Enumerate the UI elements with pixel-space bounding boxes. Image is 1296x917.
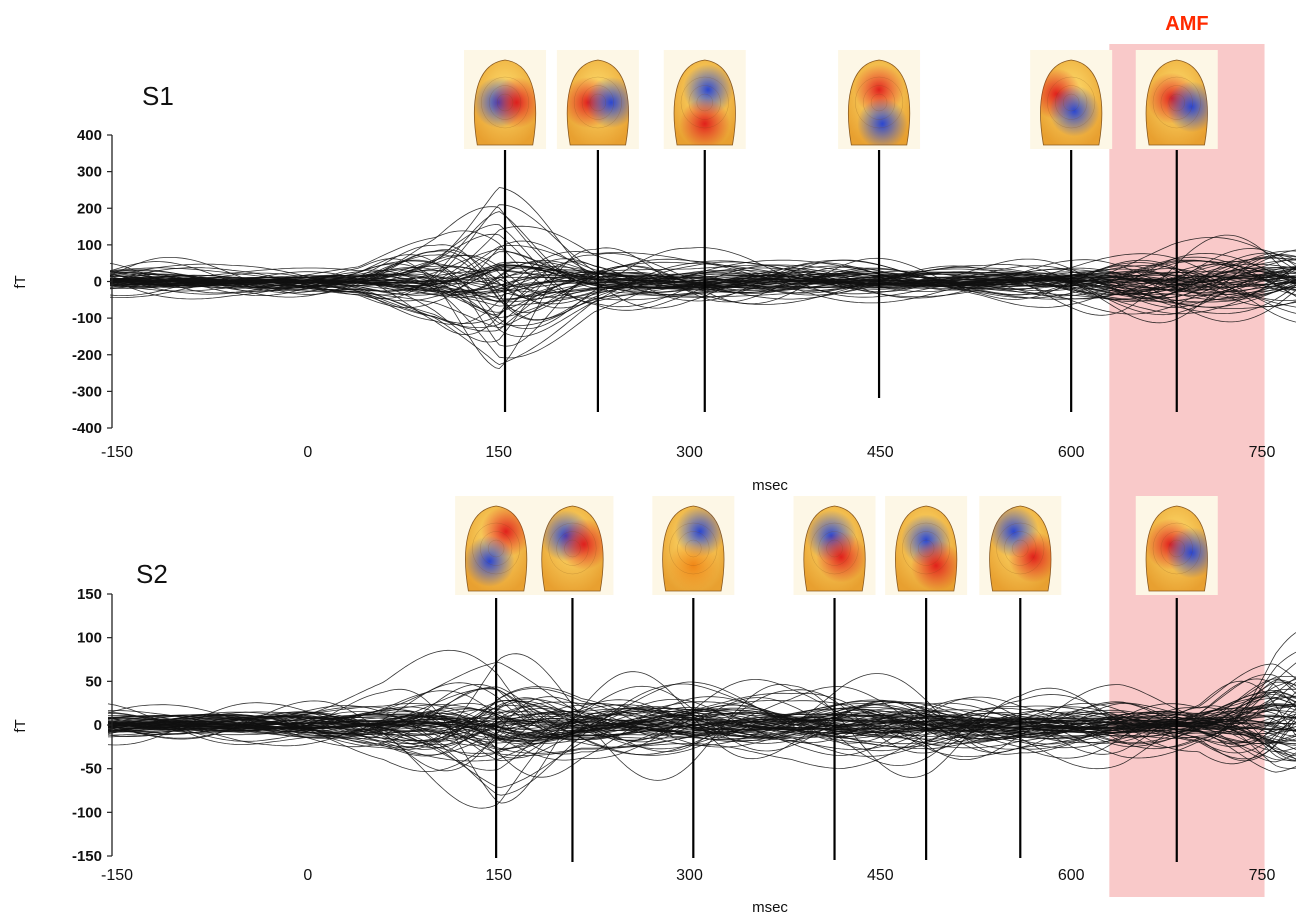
y-tick-label: -50 (80, 761, 102, 778)
channel-trace (108, 702, 1296, 761)
time-markers-s1 (503, 150, 1178, 412)
panel-s1: S1 400 300 200 100 0 -100 -200 -300 -400 -150 0 150… (12, 50, 1296, 494)
topomap-row-s1 (464, 50, 1218, 149)
y-tick-label: 200 (77, 200, 102, 217)
channel-trace (109, 225, 1296, 305)
x-tick-label: 0 (303, 867, 312, 884)
channel-trace (109, 254, 1296, 313)
channel-trace (109, 256, 1296, 302)
y-tick-label: -100 (72, 804, 102, 821)
x-tick-label: 150 (485, 867, 512, 884)
amf-label: AMF (1165, 13, 1208, 35)
y-tick-label: 0 (94, 717, 102, 734)
y-tick-label: -100 (72, 310, 102, 327)
head-front-view-topomap (1135, 50, 1218, 149)
y-tick-label: -400 (72, 420, 102, 437)
channel-trace (107, 632, 1296, 778)
head-side-view-topomap (652, 496, 735, 595)
channel-trace (107, 716, 1296, 730)
x-tick-label: 0 (303, 444, 312, 461)
head-side-view-topomap (979, 496, 1062, 595)
channel-trace (109, 253, 1296, 327)
topomap-row-s2 (455, 496, 1218, 595)
channel-trace (108, 712, 1296, 742)
axes-s2: 150 100 50 0 -50 -100 -150 -150 0 150 300 450 600 750 (72, 586, 1275, 884)
time-markers-s2 (495, 598, 1178, 862)
head-side-view-topomap (838, 50, 921, 149)
head-side-view-topomap (793, 496, 876, 595)
x-tick-label: 300 (676, 867, 703, 884)
channel-trace (108, 678, 1296, 770)
channel-trace (108, 708, 1296, 757)
panel-label-s2: S2 (136, 559, 168, 589)
head-rear-view-topomap (556, 50, 639, 149)
y-tick-label: 100 (77, 630, 102, 647)
channel-trace (107, 702, 1296, 741)
axes-s1: 400 300 200 100 0 -100 -200 -300 -400 -150 0 150 300… (72, 127, 1275, 461)
head-side-view-topomap (1030, 50, 1113, 149)
x-tick-label: 750 (1249, 444, 1276, 461)
x-tick-label: 300 (676, 444, 703, 461)
channel-trace (107, 703, 1296, 740)
head-side-view-topomap (663, 50, 746, 149)
x-tick-label: -150 (101, 444, 133, 461)
channel-trace (107, 697, 1296, 745)
head-side-view-topomap (885, 496, 968, 595)
x-axis-label-s1: msec (752, 477, 788, 494)
head-front-view-topomap (1135, 496, 1218, 595)
y-tick-label: 300 (77, 164, 102, 181)
x-tick-label: 450 (867, 867, 894, 884)
y-tick-label: -150 (72, 848, 102, 865)
x-tick-label: 150 (485, 444, 512, 461)
x-tick-label: -150 (101, 867, 133, 884)
y-axis-label-s2: fT (12, 719, 29, 732)
y-axis-label-s1: fT (12, 275, 29, 288)
channel-trace (107, 709, 1296, 734)
channel-trace (109, 266, 1296, 290)
x-tick-label: 450 (867, 444, 894, 461)
channel-trace (107, 688, 1296, 750)
channel-trace (107, 718, 1296, 745)
y-tick-label: -300 (72, 383, 102, 400)
head-rear-view-topomap (464, 50, 547, 149)
y-tick-label: 400 (77, 127, 102, 144)
x-tick-label: 600 (1058, 867, 1085, 884)
waveform-traces-s2 (107, 632, 1296, 809)
y-tick-label: 0 (94, 274, 102, 291)
y-tick-label: 100 (77, 237, 102, 254)
channel-trace (107, 694, 1296, 767)
channel-trace (110, 248, 1296, 303)
y-tick-label: 50 (85, 673, 102, 690)
head-rear-view-topomap (455, 496, 538, 595)
y-tick-label: 150 (77, 586, 102, 603)
head-rear-view-topomap (531, 496, 614, 595)
panel-s2: S2 150 100 50 0 -50 -100 -150 -150 0 150 300 450 600… (12, 496, 1296, 916)
x-tick-label: 600 (1058, 444, 1085, 461)
x-axis-label-s2: msec (752, 899, 788, 916)
channel-trace (108, 701, 1296, 745)
channel-trace (109, 267, 1296, 298)
panel-label-s1: S1 (142, 81, 174, 111)
waveform-traces-s1 (109, 187, 1296, 370)
x-tick-label: 750 (1249, 867, 1276, 884)
y-tick-label: -200 (72, 347, 102, 364)
channel-trace (107, 681, 1296, 772)
amf-highlight-band (1109, 44, 1265, 897)
